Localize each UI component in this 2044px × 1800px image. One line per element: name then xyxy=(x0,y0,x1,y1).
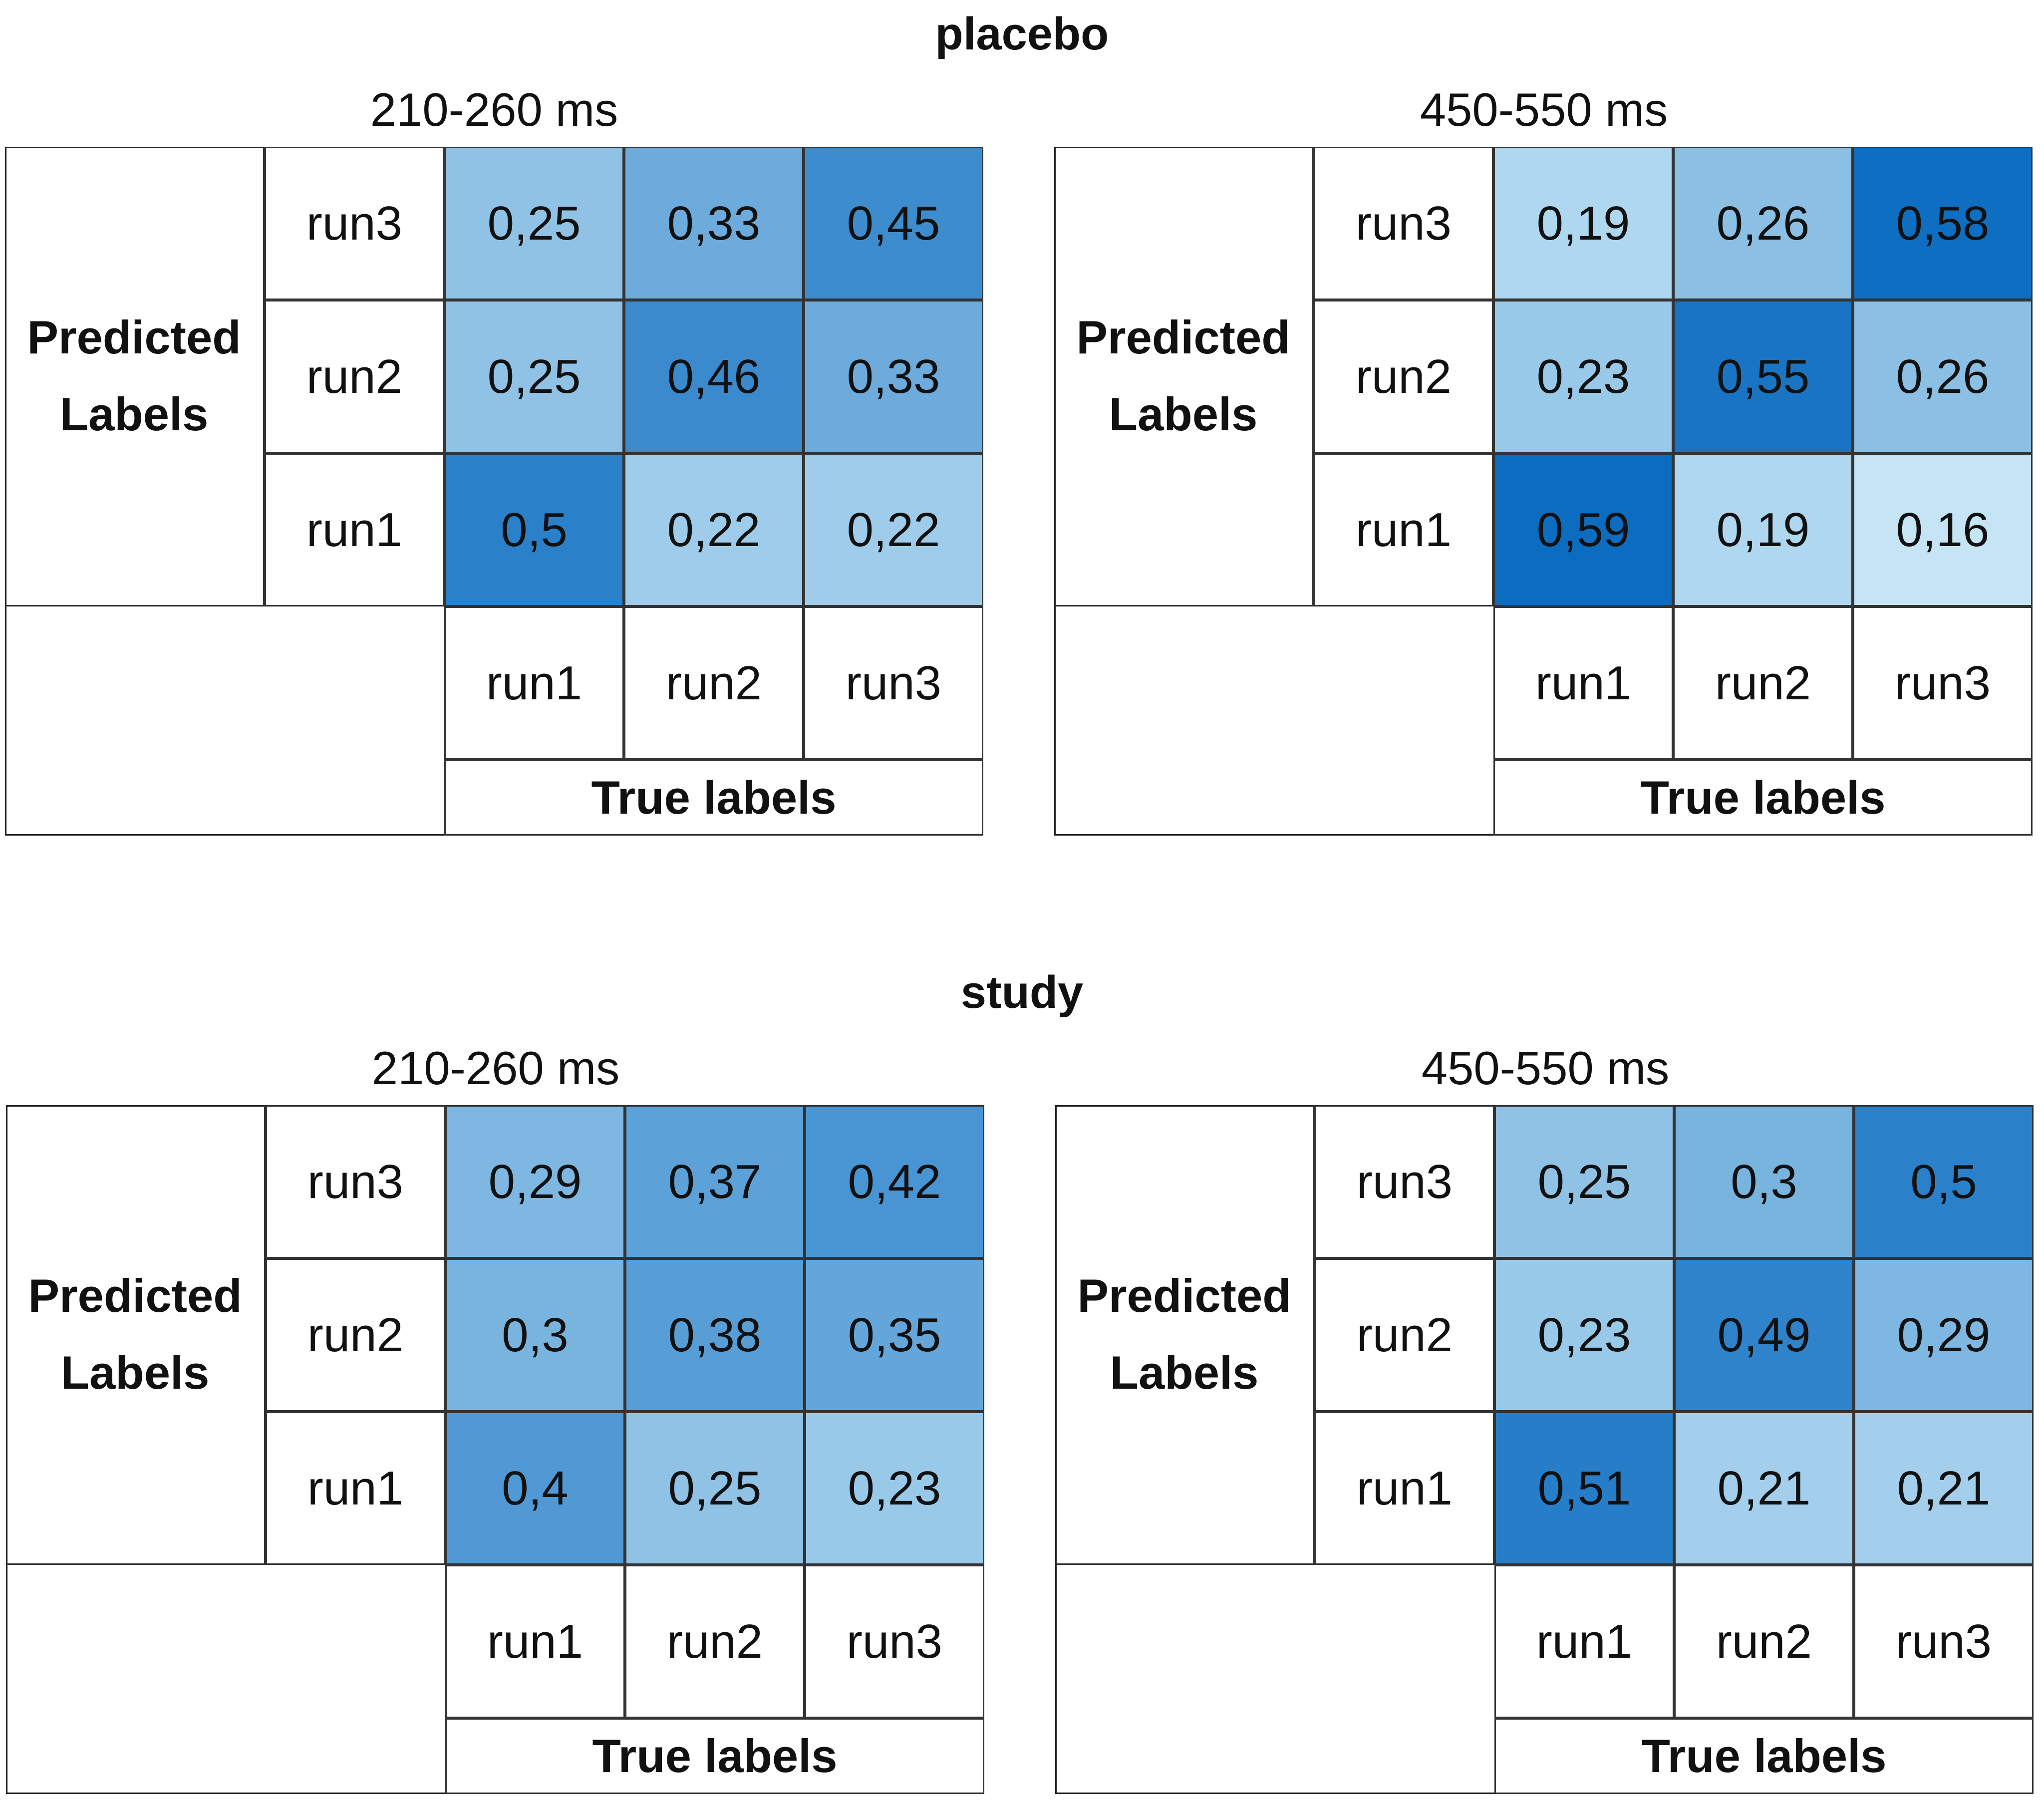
heatmap-cell: 0,26 xyxy=(1673,147,1853,300)
heatmap-cell: 0,26 xyxy=(1853,300,2033,453)
true-labels-axis-title: True labels xyxy=(1493,760,2033,836)
row-label-run3: run3 xyxy=(1315,1105,1494,1258)
column-label-run3: run3 xyxy=(805,1565,984,1718)
heatmap-cell: 0,55 xyxy=(1673,300,1853,453)
heatmap-cell: 0,3 xyxy=(445,1258,625,1412)
heatmap-cell: 0,19 xyxy=(1673,453,1853,606)
row-label-run2: run2 xyxy=(1315,1258,1494,1412)
column-label-run3: run3 xyxy=(1853,606,2033,760)
section-title-placebo: placebo xyxy=(935,8,1109,59)
heatmap-cell: 0,23 xyxy=(805,1412,984,1565)
row-label-run3: run3 xyxy=(265,147,444,300)
column-label-run3: run3 xyxy=(804,606,983,760)
heatmap-cell: 0,45 xyxy=(804,147,983,300)
heatmap-cell: 0,21 xyxy=(1854,1412,2034,1565)
row-label-run1: run1 xyxy=(266,1412,445,1565)
column-label-run2: run2 xyxy=(625,1565,805,1718)
row-label-run3: run3 xyxy=(266,1105,445,1258)
row-label-run2: run2 xyxy=(1314,300,1493,453)
column-label-run1: run1 xyxy=(1493,606,1673,760)
heatmap-cell: 0,25 xyxy=(625,1412,805,1565)
heatmap-cell: 0,25 xyxy=(444,300,624,453)
heatmap-cell: 0,25 xyxy=(1494,1105,1674,1258)
column-label-run1: run1 xyxy=(1494,1565,1674,1718)
heatmap-cell: 0,42 xyxy=(805,1105,984,1258)
predicted-labels-axis-title: Predicted Labels xyxy=(1055,1105,1315,1565)
heatmap-cell: 0,59 xyxy=(1493,453,1673,606)
heatmap-cell: 0,22 xyxy=(624,453,804,606)
heatmap-cell: 0,5 xyxy=(1854,1105,2034,1258)
heatmap-cell: 0,29 xyxy=(1854,1258,2034,1412)
column-label-run3: run3 xyxy=(1854,1565,2034,1718)
heatmap-cell: 0,19 xyxy=(1493,147,1673,300)
matrix-title: 450-550 ms xyxy=(1420,83,1668,136)
predicted-labels-axis-title: Predicted Labels xyxy=(5,147,265,606)
heatmap-cell: 0,33 xyxy=(804,300,983,453)
row-label-run1: run1 xyxy=(1314,453,1493,606)
column-label-run2: run2 xyxy=(1673,606,1853,760)
heatmap-cell: 0,29 xyxy=(445,1105,625,1258)
heatmap-cell: 0,51 xyxy=(1494,1412,1674,1565)
row-label-run2: run2 xyxy=(265,300,444,453)
row-label-run3: run3 xyxy=(1314,147,1493,300)
row-label-run1: run1 xyxy=(1315,1412,1494,1565)
heatmap-cell: 0,22 xyxy=(804,453,983,606)
heatmap-cell: 0,38 xyxy=(625,1258,805,1412)
heatmap-cell: 0,37 xyxy=(625,1105,805,1258)
heatmap-cell: 0,25 xyxy=(444,147,624,300)
heatmap-cell: 0,33 xyxy=(624,147,804,300)
heatmap-cell: 0,46 xyxy=(624,300,804,453)
heatmap-cell: 0,49 xyxy=(1674,1258,1854,1412)
matrix-title: 210-260 ms xyxy=(370,83,618,136)
column-label-run1: run1 xyxy=(445,1565,625,1718)
column-label-run2: run2 xyxy=(624,606,804,760)
row-label-run1: run1 xyxy=(265,453,444,606)
column-label-run2: run2 xyxy=(1674,1565,1854,1718)
true-labels-axis-title: True labels xyxy=(1494,1718,2034,1794)
section-title-study: study xyxy=(960,967,1084,1018)
heatmap-cell: 0,3 xyxy=(1674,1105,1854,1258)
heatmap-cell: 0,23 xyxy=(1494,1258,1674,1412)
matrix-title: 450-550 ms xyxy=(1421,1042,1670,1094)
predicted-labels-axis-title: Predicted Labels xyxy=(1054,147,1314,606)
row-label-run2: run2 xyxy=(266,1258,445,1412)
predicted-labels-axis-title: Predicted Labels xyxy=(6,1105,266,1565)
heatmap-cell: 0,16 xyxy=(1853,453,2033,606)
heatmap-cell: 0,35 xyxy=(805,1258,984,1412)
heatmap-cell: 0,21 xyxy=(1674,1412,1854,1565)
heatmap-cell: 0,58 xyxy=(1853,147,2033,300)
heatmap-cell: 0,4 xyxy=(445,1412,625,1565)
true-labels-axis-title: True labels xyxy=(445,1718,984,1794)
heatmap-cell: 0,23 xyxy=(1493,300,1673,453)
column-label-run1: run1 xyxy=(444,606,624,760)
heatmap-cell: 0,5 xyxy=(444,453,624,606)
true-labels-axis-title: True labels xyxy=(444,760,983,836)
matrix-title: 210-260 ms xyxy=(371,1042,620,1094)
